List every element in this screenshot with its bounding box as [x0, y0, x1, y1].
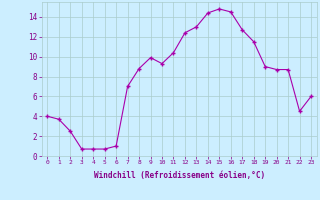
X-axis label: Windchill (Refroidissement éolien,°C): Windchill (Refroidissement éolien,°C) [94, 171, 265, 180]
